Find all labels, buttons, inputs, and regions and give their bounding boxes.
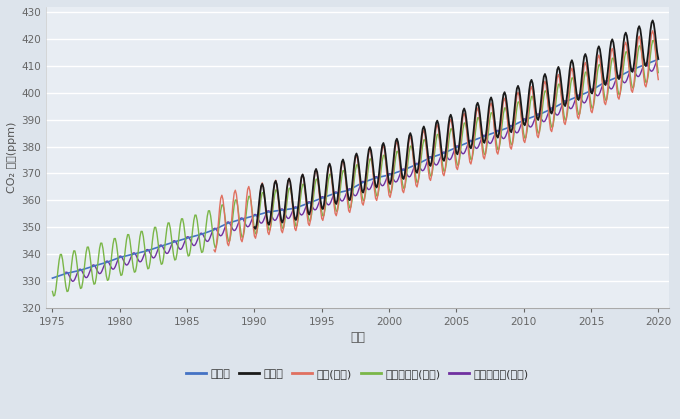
Legend: 전지구, 안면도, 료리(일본), 마우나로아(미국), 케이프그림(호주): 전지구, 안면도, 료리(일본), 마우나로아(미국), 케이프그림(호주) — [182, 364, 533, 383]
Y-axis label: CO₂ 농도(ppm): CO₂ 농도(ppm) — [7, 122, 17, 193]
X-axis label: 연도: 연도 — [350, 331, 365, 344]
